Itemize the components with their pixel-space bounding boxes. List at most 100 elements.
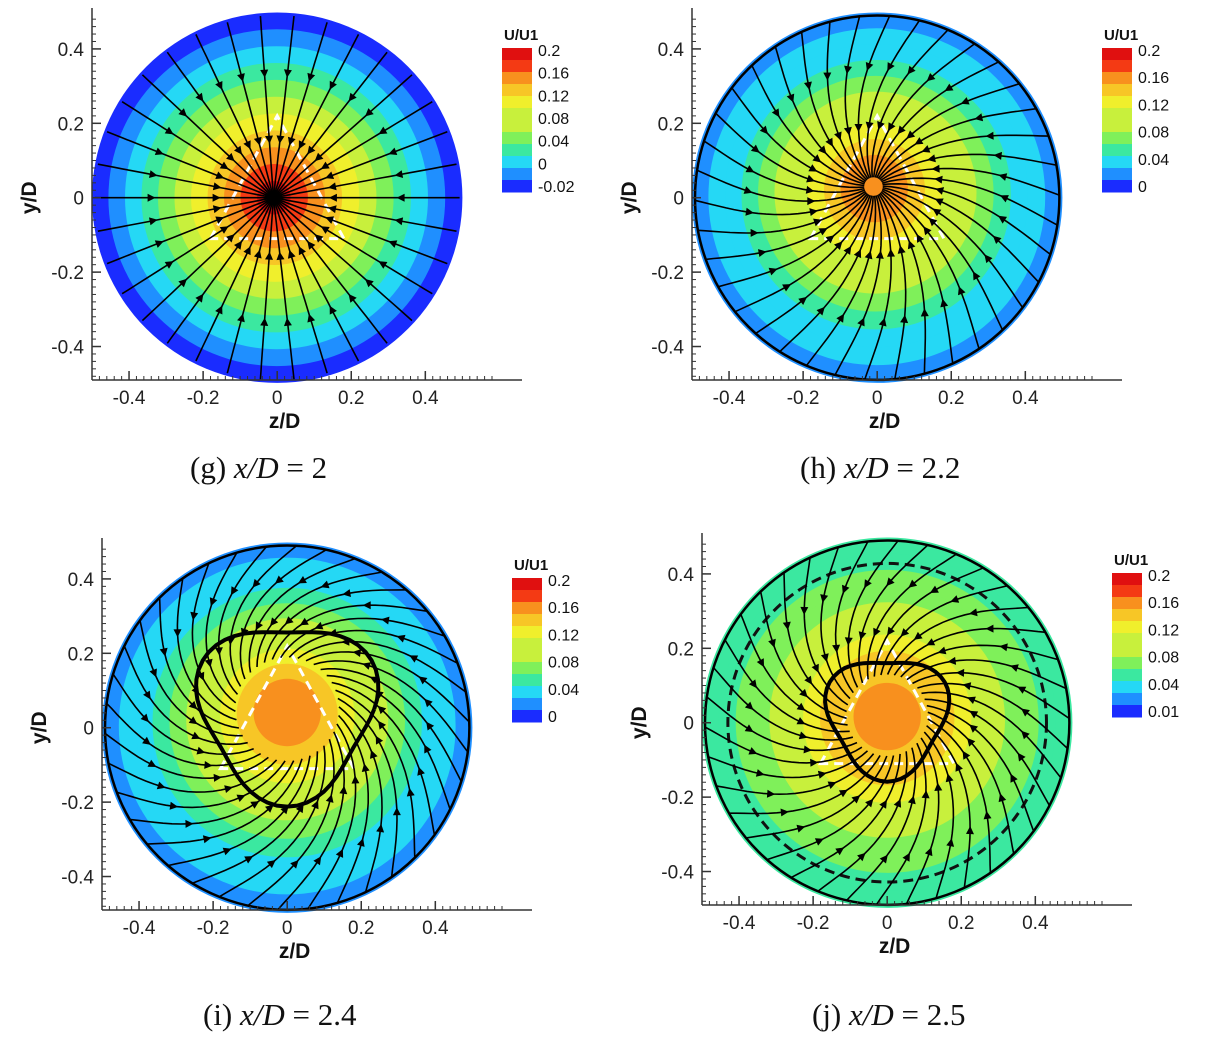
streamline-arrow [878,317,887,327]
streamline [320,668,463,783]
streamline-arrow [906,130,916,139]
streamline-arrow [947,656,957,665]
legend-swatch [502,60,532,73]
streamline-arrow [394,217,404,226]
streamline [259,16,275,198]
x-tick-label: 0 [872,388,883,409]
streamline [121,197,274,295]
streamline-arrow [962,682,972,691]
streamline-arrow [191,731,201,740]
streamline-arrow [307,241,316,250]
streamline-arrow [377,705,387,715]
streamline-arrow [234,240,242,250]
streamline-arrow [209,597,218,607]
streamline-arrow [782,621,791,631]
streamline-arrow [253,136,262,146]
streamline-arrow [159,647,168,657]
streamline-arrow [843,246,852,255]
y-tick-label: -0.2 [51,263,84,284]
streamline-arrow [250,801,260,809]
streamline-arrow [913,631,923,640]
streamline-arrow [149,170,158,178]
legend-swatch [1102,180,1132,193]
legend-swatch [1112,621,1142,634]
legend-swatch [1112,633,1142,646]
legend-swatch [512,710,542,723]
streamline-arrow [992,235,1002,244]
streamline [273,196,457,232]
streamline [271,604,428,660]
streamline-arrow [921,790,930,799]
streamline-arrow [424,698,433,708]
streamline [272,16,295,198]
streamline [857,15,891,179]
streamline-arrow [865,62,874,71]
streamline-arrow [314,152,324,162]
legend-label: -0.02 [538,179,575,196]
streamline [277,731,346,911]
streamline-arrow [914,137,924,145]
streamline-arrow [887,626,895,636]
caption-g-variable: x/D [233,450,279,485]
caption-g-prefix: (g) [190,450,234,485]
streamline-arrow [823,72,832,81]
streamline [217,545,268,695]
streamline-arrow [381,616,390,625]
streamline-arrow [1000,195,1009,203]
legend-label: 0.16 [538,66,569,83]
streamline-arrow [926,638,936,646]
streamline-arrow [195,293,204,303]
streamline-arrow [156,781,166,790]
streamline [717,194,870,288]
streamline-arrow [196,746,206,755]
y-tick-label: -0.2 [661,788,694,809]
streamline-arrow [920,308,929,317]
streamline-arrow [325,216,335,224]
streamline-arrow [755,769,765,777]
streamline-arrow [376,824,385,833]
y-tick-label: -0.4 [651,338,684,359]
streamline-arrow [299,617,309,626]
legend-swatch [1102,144,1132,157]
streamline-arrow [998,793,1007,803]
streamline-arrow [858,631,867,640]
streamline-arrow [825,235,835,244]
x-tick-label: 0.4 [1012,388,1039,409]
streamline-arrow [335,848,344,858]
y-tick-label: 0.4 [668,565,695,586]
streamline-arrow [857,317,865,327]
legend-swatch [1112,657,1142,670]
legend-swatch [1112,609,1142,622]
streamline-arrow [178,278,187,288]
legend-swatch [1102,156,1132,169]
legend-swatch [502,96,532,109]
streamline-arrow [290,860,299,869]
legend-swatch [502,48,532,61]
streamline [106,131,274,199]
x-tick-label: -0.4 [723,913,756,934]
streamline-arrow [378,261,388,269]
streamline-arrow [798,731,808,740]
streamline [191,562,236,713]
y-axis-title: y/D [618,181,641,214]
streamline [926,725,971,889]
streamline [875,82,1020,179]
legend-swatch [502,120,532,133]
streamline [336,714,369,904]
panel-j: -0.4 -0.2 0 0.2 0.4 0.4 0.2 0 -0.2 -0.4 z/D y/D U/U1… [628,525,1190,965]
streamline [218,745,326,898]
streamline-arrow [255,621,263,631]
streamline-arrow [983,810,992,820]
streamline-arrow [370,750,378,759]
legend-title: U/U1 [514,557,548,574]
streamline-arrow [348,294,357,303]
streamline-arrow [907,240,916,250]
legend-swatch [1102,168,1132,181]
streamline-arrow [265,135,273,144]
streamline-arrow [215,81,223,90]
streamlines [703,539,1071,907]
streamline-arrow [827,781,837,789]
streamline [874,61,1000,178]
streamline-arrow [352,649,362,657]
x-axis-title: z/D [879,935,911,958]
